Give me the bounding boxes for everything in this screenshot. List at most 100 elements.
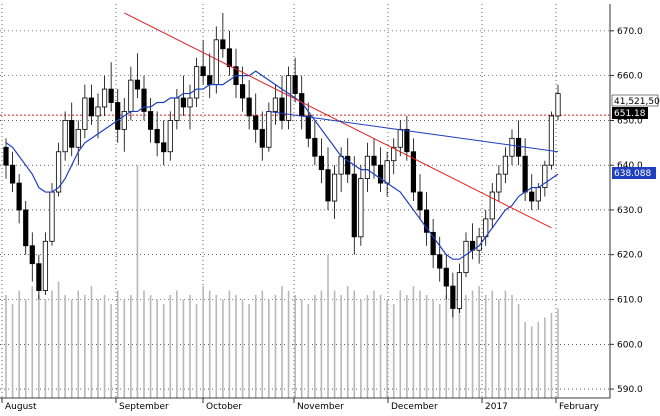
candle-body <box>450 285 456 309</box>
candle-body <box>345 155 351 175</box>
candle-body <box>108 88 114 103</box>
x-tick-label: 2017 <box>485 402 508 412</box>
y-axis: 590.0 600.0 610.0 620.0 630.0 640.0 650.0 660.0… <box>609 4 643 398</box>
trendline-red <box>124 12 552 229</box>
candle-body <box>42 240 49 291</box>
candle-body <box>101 88 108 108</box>
candle-body <box>292 75 298 94</box>
price-label: 651.18 <box>614 109 646 119</box>
candle-body <box>548 115 555 166</box>
candle-body <box>430 231 436 256</box>
candle-body <box>391 146 397 162</box>
candle-body <box>259 128 265 148</box>
candle-body <box>128 79 134 112</box>
candle-body <box>338 155 344 175</box>
candle-body <box>69 120 75 148</box>
candle-body <box>3 146 9 166</box>
candle-body <box>489 191 495 220</box>
y-tick-label: 660.0 <box>617 72 643 82</box>
y-tick-label: 650.0 <box>617 116 643 126</box>
x-tick-label: November <box>297 402 344 412</box>
candle-body <box>358 178 364 238</box>
overlay-lines <box>5 12 559 260</box>
value-labels: 41,521,50 651.18 638.088 <box>611 94 660 179</box>
candle-body <box>285 75 292 121</box>
candle-body <box>535 187 541 202</box>
candle-body <box>88 97 95 117</box>
grid <box>0 4 610 398</box>
x-tick-label: February <box>559 402 600 412</box>
candle-body <box>239 84 246 99</box>
y-tick-label: 590.0 <box>617 385 643 395</box>
trendline-blue <box>268 110 559 153</box>
candle-body <box>29 245 35 265</box>
candle-body <box>161 142 167 153</box>
candle-body <box>266 111 272 148</box>
candle-body <box>371 155 377 166</box>
volume-bars <box>5 165 559 398</box>
candle-body <box>351 173 357 238</box>
y-tick-label: 610.0 <box>617 296 643 306</box>
candle-body <box>9 164 16 184</box>
candle-body <box>220 39 226 50</box>
y-tick-label: 670.0 <box>617 27 643 37</box>
y-tick-label: 620.0 <box>617 251 643 261</box>
candle-body <box>82 97 88 130</box>
candle-body <box>522 155 528 193</box>
candle-body <box>55 151 62 193</box>
x-tick-label: September <box>119 402 169 412</box>
candle-body <box>417 191 423 211</box>
candle-body <box>496 173 502 193</box>
candle-body <box>312 137 318 157</box>
candle-body <box>95 106 101 117</box>
candle-body <box>272 97 279 112</box>
candle-body <box>410 151 417 193</box>
candle-body <box>509 137 515 157</box>
x-tick-label: August <box>5 402 37 412</box>
candle-body <box>377 164 384 184</box>
candle-body <box>502 155 509 175</box>
candle-body <box>555 93 561 117</box>
candle-body <box>463 240 469 274</box>
candle-body <box>207 75 213 85</box>
candle-body <box>62 120 68 153</box>
candle-body <box>397 128 403 148</box>
candle-body <box>200 66 206 77</box>
candle-body <box>16 182 22 211</box>
candle-body <box>279 97 285 121</box>
candle-body <box>187 97 193 108</box>
candle-body <box>318 155 325 171</box>
x-tick-label: October <box>206 402 242 412</box>
candle-body <box>213 39 219 85</box>
ma-label: 638.088 <box>614 169 651 179</box>
price-label-box <box>612 107 648 119</box>
candle-body <box>305 115 311 139</box>
candle-body <box>141 88 147 112</box>
y-tick-label: 640.0 <box>617 161 643 171</box>
volume-label-box <box>611 94 659 107</box>
ma-label-box <box>612 167 656 179</box>
x-axis: August September October November December 20… <box>0 397 610 412</box>
candle-body <box>404 128 410 153</box>
candle-body <box>134 79 141 90</box>
moving-average-line <box>5 70 559 260</box>
candle-body <box>423 209 430 233</box>
candle-body <box>193 66 200 99</box>
y-tick-label: 600.0 <box>617 340 643 350</box>
candle-body <box>49 191 55 242</box>
candle-body <box>174 97 180 121</box>
candle-body <box>384 160 390 184</box>
y-tick-label: 630.0 <box>617 206 643 216</box>
candle-body <box>443 267 449 287</box>
candle-body <box>23 209 29 247</box>
candle-body <box>75 128 81 148</box>
candle-body <box>364 155 371 180</box>
candle-body <box>147 111 154 130</box>
candle-body <box>437 254 443 269</box>
candle-body <box>253 115 259 130</box>
candle-body <box>115 102 121 130</box>
candle-body <box>542 164 548 188</box>
x-tick-label: December <box>391 402 438 412</box>
